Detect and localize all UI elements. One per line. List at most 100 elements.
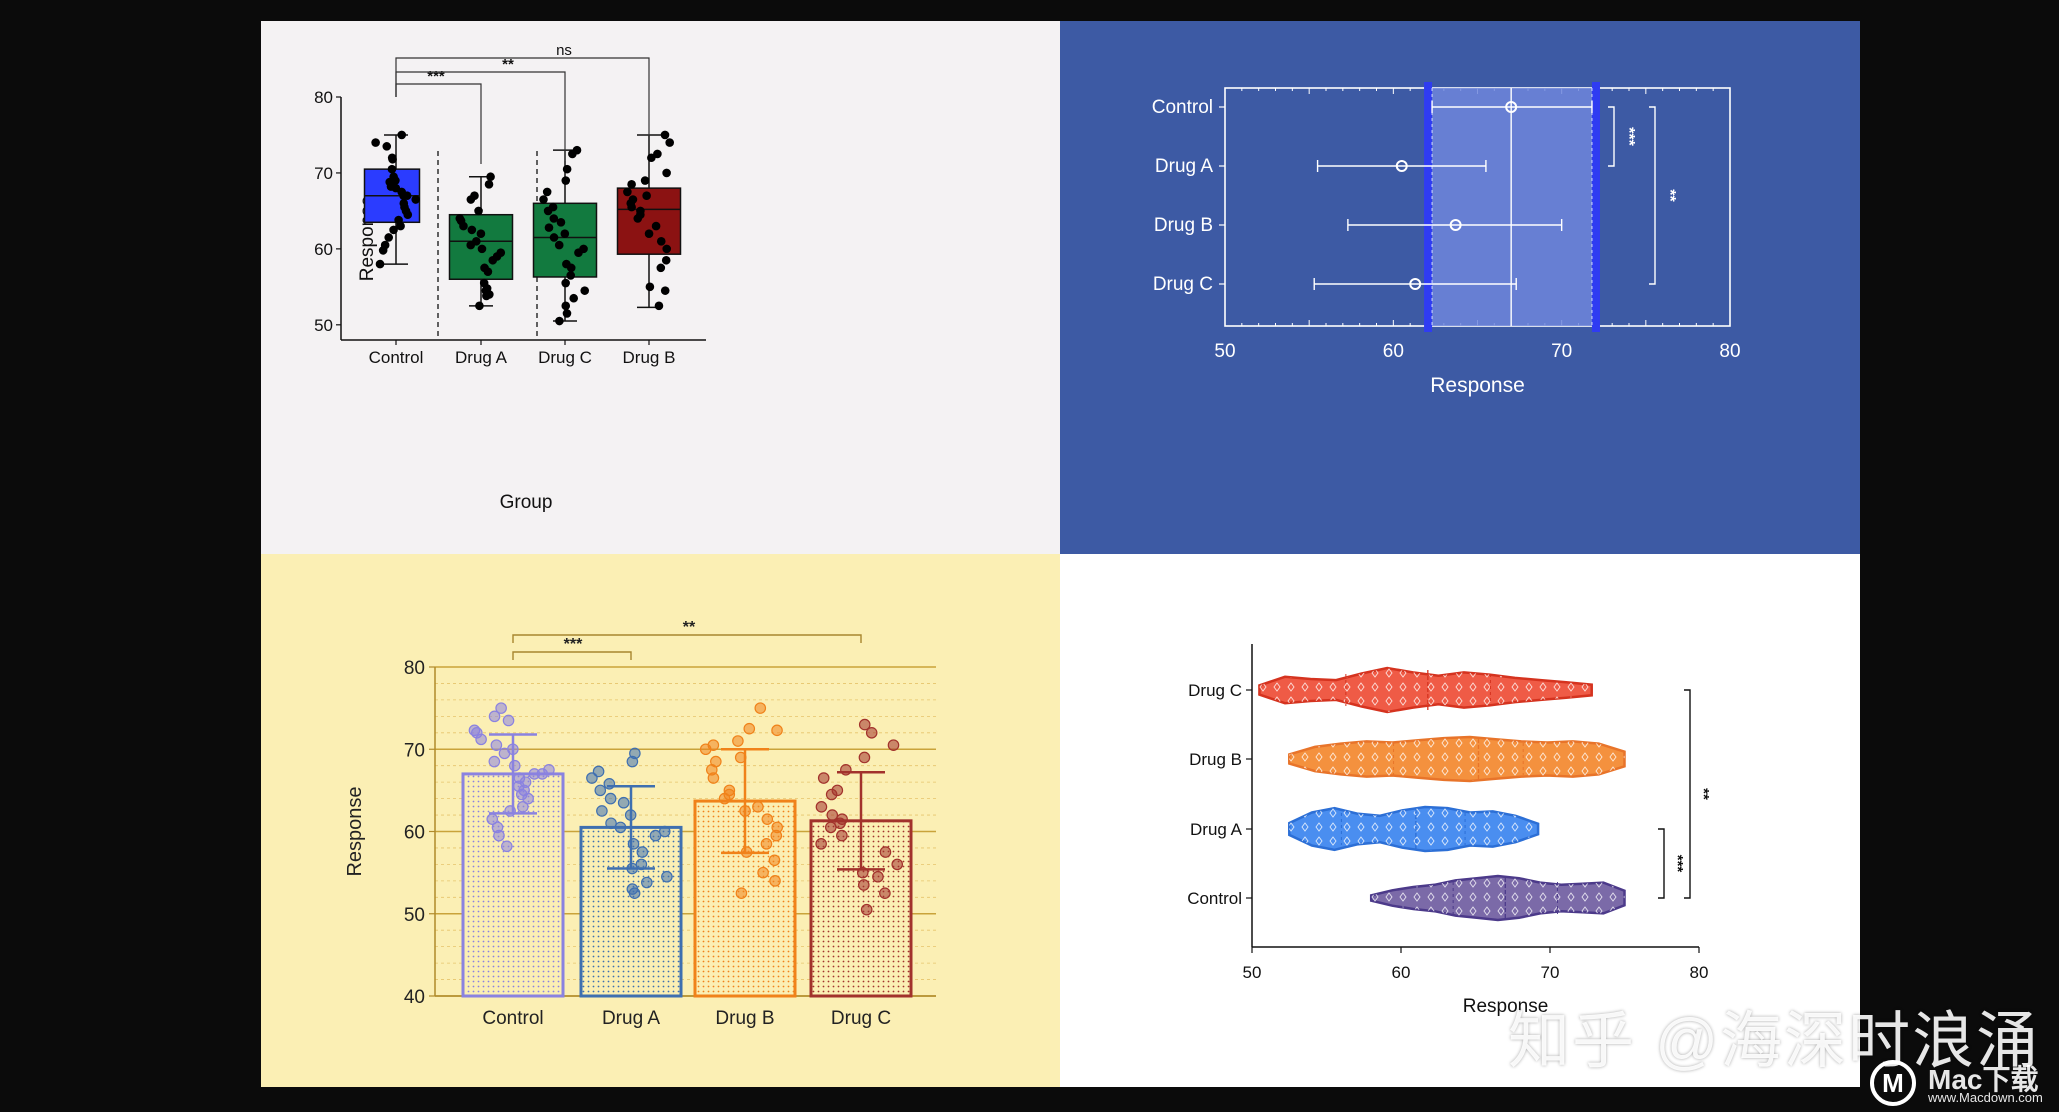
data-point-drug-a: [614, 821, 627, 834]
data-point-drug-c: [815, 801, 828, 813]
data-point-drug-b: [735, 887, 748, 899]
data-point-drug-a: [488, 255, 498, 265]
data-point-drug-c: [561, 278, 570, 288]
data-point-drug-b: [665, 138, 674, 147]
data-point-drug-b: [752, 801, 764, 813]
data-point-drug-b: [654, 301, 664, 311]
data-point-drug-c: [860, 903, 873, 916]
data-point-drug-c: [542, 187, 552, 197]
data-point-control: [382, 142, 392, 151]
x-tick-label-60: 60: [1383, 341, 1404, 362]
data-point-control: [384, 233, 393, 242]
watermark-text: 知乎 @海深时浪涌: [1508, 1007, 2041, 1076]
data-point-drug-b: [660, 286, 670, 295]
data-point-control: [378, 246, 388, 255]
x-tick-label-drug-b: Drug B: [623, 348, 676, 367]
data-point-drug-a: [484, 180, 494, 189]
data-point-drug-c: [826, 809, 839, 821]
panel-barchart: 40 50 60 70 80 Response Control Drug A Drug B Dru…: [261, 554, 1060, 1087]
data-point-control: [389, 225, 398, 235]
errorbar-chart: Control Drug A Drug B Drug C 50 60 70 80 Respons…: [1152, 82, 1741, 397]
data-point-control: [371, 138, 380, 147]
data-point-drug-a: [486, 172, 495, 182]
significance-bracket: [395, 57, 650, 136]
x-tick-label-80: 80: [1719, 341, 1740, 362]
x-axis-label: Group: [500, 492, 553, 513]
data-point-control: [375, 259, 385, 269]
watermark-site: www.Macdown.com: [1928, 1090, 2043, 1105]
x-tick-label-70: 70: [1551, 341, 1572, 362]
y-axis-label: Response: [344, 786, 366, 876]
data-point-control: [403, 210, 413, 220]
mean-marker-drug-c: [1409, 278, 1422, 290]
violin-chart: 50 60 70 80 Response Drug C Drug B Drug A Contro…: [1187, 644, 1712, 1017]
data-point-drug-a: [466, 240, 476, 250]
data-point-control: [516, 801, 529, 813]
data-point-drug-c: [561, 176, 571, 185]
data-point-drug-a: [475, 301, 484, 311]
significance-label: ***: [427, 68, 445, 85]
data-point-drug-c: [836, 829, 848, 842]
data-point-drug-c: [580, 286, 590, 295]
data-point-drug-a: [466, 195, 476, 204]
x-tick-label-70: 70: [1541, 963, 1560, 982]
data-point-control: [388, 154, 397, 164]
y-tick-label-drug-c: Drug C: [1153, 274, 1213, 295]
x-tick-label-50: 50: [1243, 963, 1262, 982]
data-point-drug-b: [661, 255, 671, 265]
data-point-drug-c: [549, 233, 559, 242]
y-tick-label-drug-a: Drug A: [1190, 820, 1243, 839]
data-point-drug-c: [891, 858, 904, 871]
data-point-drug-b: [718, 792, 731, 805]
significance-label: **: [1661, 189, 1678, 202]
y-tick-label-drug-c: Drug C: [1188, 681, 1242, 700]
data-point-drug-a: [596, 805, 608, 817]
data-point-drug-c: [569, 293, 579, 303]
panel-errorbar: Control Drug A Drug B Drug C 50 60 70 80 Respons…: [1060, 21, 1860, 554]
data-point-control: [411, 195, 421, 204]
data-point-drug-b: [645, 282, 655, 292]
data-point-drug-c: [566, 263, 576, 273]
data-point-drug-c: [858, 751, 871, 764]
significance-bracket: [1684, 689, 1691, 899]
data-point-drug-c: [539, 195, 548, 204]
x-tick-label-drug-c: Drug C: [538, 348, 592, 367]
data-point-drug-b: [642, 191, 651, 201]
data-point-control: [488, 710, 501, 723]
data-point-control: [522, 792, 534, 805]
significance-label: **: [1695, 788, 1712, 800]
data-point-drug-c: [561, 301, 571, 311]
data-point-drug-b: [754, 702, 767, 714]
data-point-control: [502, 714, 515, 727]
violin-texture-control: [1371, 876, 1625, 920]
x-axis-label: Response: [1463, 996, 1549, 1017]
data-point-drug-b: [699, 743, 712, 756]
data-point-drug-a: [467, 225, 477, 235]
mean-marker-drug-b: [1449, 219, 1462, 231]
data-point-drug-b: [656, 263, 666, 273]
x-tick-label-drug-a: Drug A: [455, 348, 508, 367]
violin-texture-drug-a: [1289, 807, 1539, 851]
mean-marker-control: [1505, 101, 1518, 113]
data-point-drug-c: [555, 316, 564, 326]
data-point-control: [500, 840, 513, 853]
data-point-drug-c: [872, 870, 884, 883]
data-point-drug-a: [474, 206, 483, 216]
data-point-drug-c: [825, 788, 838, 801]
y-tick-label-drug-b: Drug B: [1189, 750, 1242, 769]
y-tick-label-control: Control: [1187, 889, 1242, 908]
data-point-drug-c: [815, 838, 827, 850]
data-point-drug-a: [604, 792, 617, 805]
data-point-drug-a: [641, 876, 653, 889]
data-point-drug-b: [633, 214, 643, 223]
significance-bracket: [1649, 106, 1656, 285]
violin-texture-drug-c: [1259, 668, 1592, 712]
x-tick-label-80: 80: [1690, 963, 1709, 982]
data-point-drug-a: [594, 784, 607, 797]
data-point-drug-a: [476, 229, 486, 238]
band-edge-right: [1591, 82, 1600, 332]
data-point-control: [397, 130, 407, 140]
significance-label: ***: [1620, 127, 1637, 146]
data-point-drug-a: [477, 244, 487, 254]
y-tick-label-50: 50: [404, 905, 425, 926]
